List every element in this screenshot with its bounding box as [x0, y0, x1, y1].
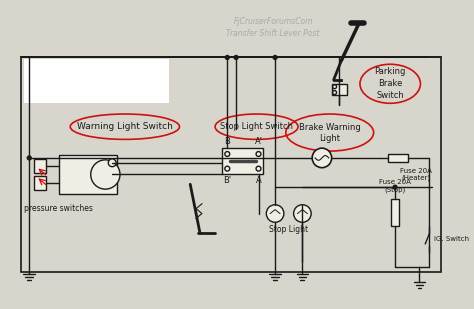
Text: Stop Light Switch: Stop Light Switch — [220, 122, 293, 131]
Circle shape — [333, 85, 337, 89]
Bar — [391, 199, 399, 226]
Bar — [388, 154, 408, 162]
Text: Stop Light: Stop Light — [269, 225, 308, 234]
Text: A: A — [255, 176, 261, 185]
Text: Fuse 20A
(Heater): Fuse 20A (Heater) — [400, 168, 431, 181]
Circle shape — [225, 56, 229, 59]
Bar — [21, 57, 441, 272]
Bar — [24, 59, 169, 103]
Circle shape — [225, 166, 230, 171]
Circle shape — [266, 205, 284, 222]
Bar — [34, 159, 46, 172]
Text: Brake Warning
Light: Brake Warning Light — [299, 122, 361, 142]
Text: FjCruiserForumsCom: FjCruiserForumsCom — [233, 17, 313, 26]
Circle shape — [256, 152, 261, 156]
Circle shape — [312, 148, 332, 168]
Text: A': A' — [255, 137, 263, 146]
Bar — [34, 176, 46, 190]
Text: Parking
Brake
Switch: Parking Brake Switch — [374, 67, 406, 100]
Circle shape — [91, 160, 120, 189]
Text: Fuse 20A
(Stop): Fuse 20A (Stop) — [379, 180, 411, 193]
Text: B: B — [224, 137, 230, 146]
Circle shape — [108, 159, 116, 167]
Circle shape — [333, 91, 337, 95]
Text: Warning Light Switch: Warning Light Switch — [77, 122, 173, 131]
Circle shape — [293, 205, 311, 222]
Circle shape — [393, 185, 397, 189]
Text: Transfer Shift Lever Post: Transfer Shift Lever Post — [227, 28, 320, 38]
Bar — [332, 84, 347, 95]
Bar — [58, 155, 117, 194]
Circle shape — [256, 166, 261, 171]
Circle shape — [273, 56, 277, 59]
Text: IG. Switch: IG. Switch — [434, 236, 469, 242]
Circle shape — [27, 156, 31, 160]
Text: B': B' — [223, 176, 231, 185]
Text: pressure switches: pressure switches — [24, 204, 93, 213]
Circle shape — [234, 56, 238, 59]
Circle shape — [225, 152, 230, 156]
Bar — [222, 148, 264, 175]
